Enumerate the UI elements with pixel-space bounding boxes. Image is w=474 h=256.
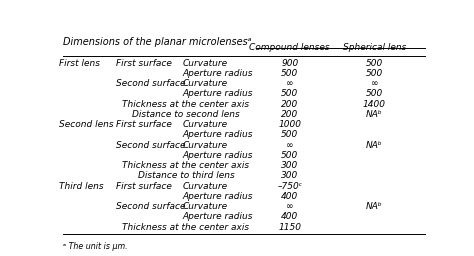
Text: ᵃ The unit is μm.: ᵃ The unit is μm.	[63, 242, 128, 251]
Text: Thickness at the center axis: Thickness at the center axis	[122, 223, 249, 232]
Text: Dimensions of the planar microlensesᵃ: Dimensions of the planar microlensesᵃ	[63, 37, 252, 47]
Text: NAᵇ: NAᵇ	[366, 202, 383, 211]
Text: 1400: 1400	[363, 100, 386, 109]
Text: Curvature: Curvature	[182, 141, 228, 150]
Text: 200: 200	[281, 110, 299, 119]
Text: Distance to third lens: Distance to third lens	[137, 172, 234, 180]
Text: 1150: 1150	[278, 223, 301, 232]
Text: Second surface: Second surface	[116, 202, 186, 211]
Text: ∞: ∞	[371, 79, 378, 88]
Text: First surface: First surface	[116, 59, 172, 68]
Text: Second surface: Second surface	[116, 141, 186, 150]
Text: Thickness at the center axis: Thickness at the center axis	[122, 100, 249, 109]
Text: 500: 500	[281, 131, 299, 140]
Text: Curvature: Curvature	[182, 120, 228, 129]
Text: Second lens: Second lens	[59, 120, 114, 129]
Text: 300: 300	[281, 161, 299, 170]
Text: –750ᶜ: –750ᶜ	[277, 182, 302, 191]
Text: Curvature: Curvature	[182, 202, 228, 211]
Text: Aperture radius: Aperture radius	[182, 69, 253, 78]
Text: NAᵇ: NAᵇ	[366, 141, 383, 150]
Text: NAᵇ: NAᵇ	[366, 110, 383, 119]
Text: 200: 200	[281, 100, 299, 109]
Text: 500: 500	[281, 151, 299, 160]
Text: Curvature: Curvature	[182, 79, 228, 88]
Text: Curvature: Curvature	[182, 59, 228, 68]
Text: Third lens: Third lens	[59, 182, 104, 191]
Text: Aperture radius: Aperture radius	[182, 151, 253, 160]
Text: 500: 500	[281, 69, 299, 78]
Text: ∞: ∞	[286, 202, 293, 211]
Text: 500: 500	[281, 89, 299, 99]
Text: ∞: ∞	[286, 141, 293, 150]
Text: 300: 300	[281, 172, 299, 180]
Text: First surface: First surface	[116, 120, 172, 129]
Text: Aperture radius: Aperture radius	[182, 131, 253, 140]
Text: Compound lenses: Compound lenses	[249, 44, 330, 52]
Text: 900: 900	[281, 59, 299, 68]
Text: 500: 500	[365, 89, 383, 99]
Text: Distance to second lens: Distance to second lens	[132, 110, 240, 119]
Text: 400: 400	[281, 212, 299, 221]
Text: 400: 400	[281, 192, 299, 201]
Text: 500: 500	[365, 69, 383, 78]
Text: Spherical lens: Spherical lens	[343, 44, 406, 52]
Text: 1000: 1000	[278, 120, 301, 129]
Text: Aperture radius: Aperture radius	[182, 89, 253, 99]
Text: Aperture radius: Aperture radius	[182, 212, 253, 221]
Text: Aperture radius: Aperture radius	[182, 192, 253, 201]
Text: ∞: ∞	[286, 79, 293, 88]
Text: First lens: First lens	[59, 59, 100, 68]
Text: Second surface: Second surface	[116, 79, 186, 88]
Text: First surface: First surface	[116, 182, 172, 191]
Text: Thickness at the center axis: Thickness at the center axis	[122, 161, 249, 170]
Text: 500: 500	[365, 59, 383, 68]
Text: Curvature: Curvature	[182, 182, 228, 191]
